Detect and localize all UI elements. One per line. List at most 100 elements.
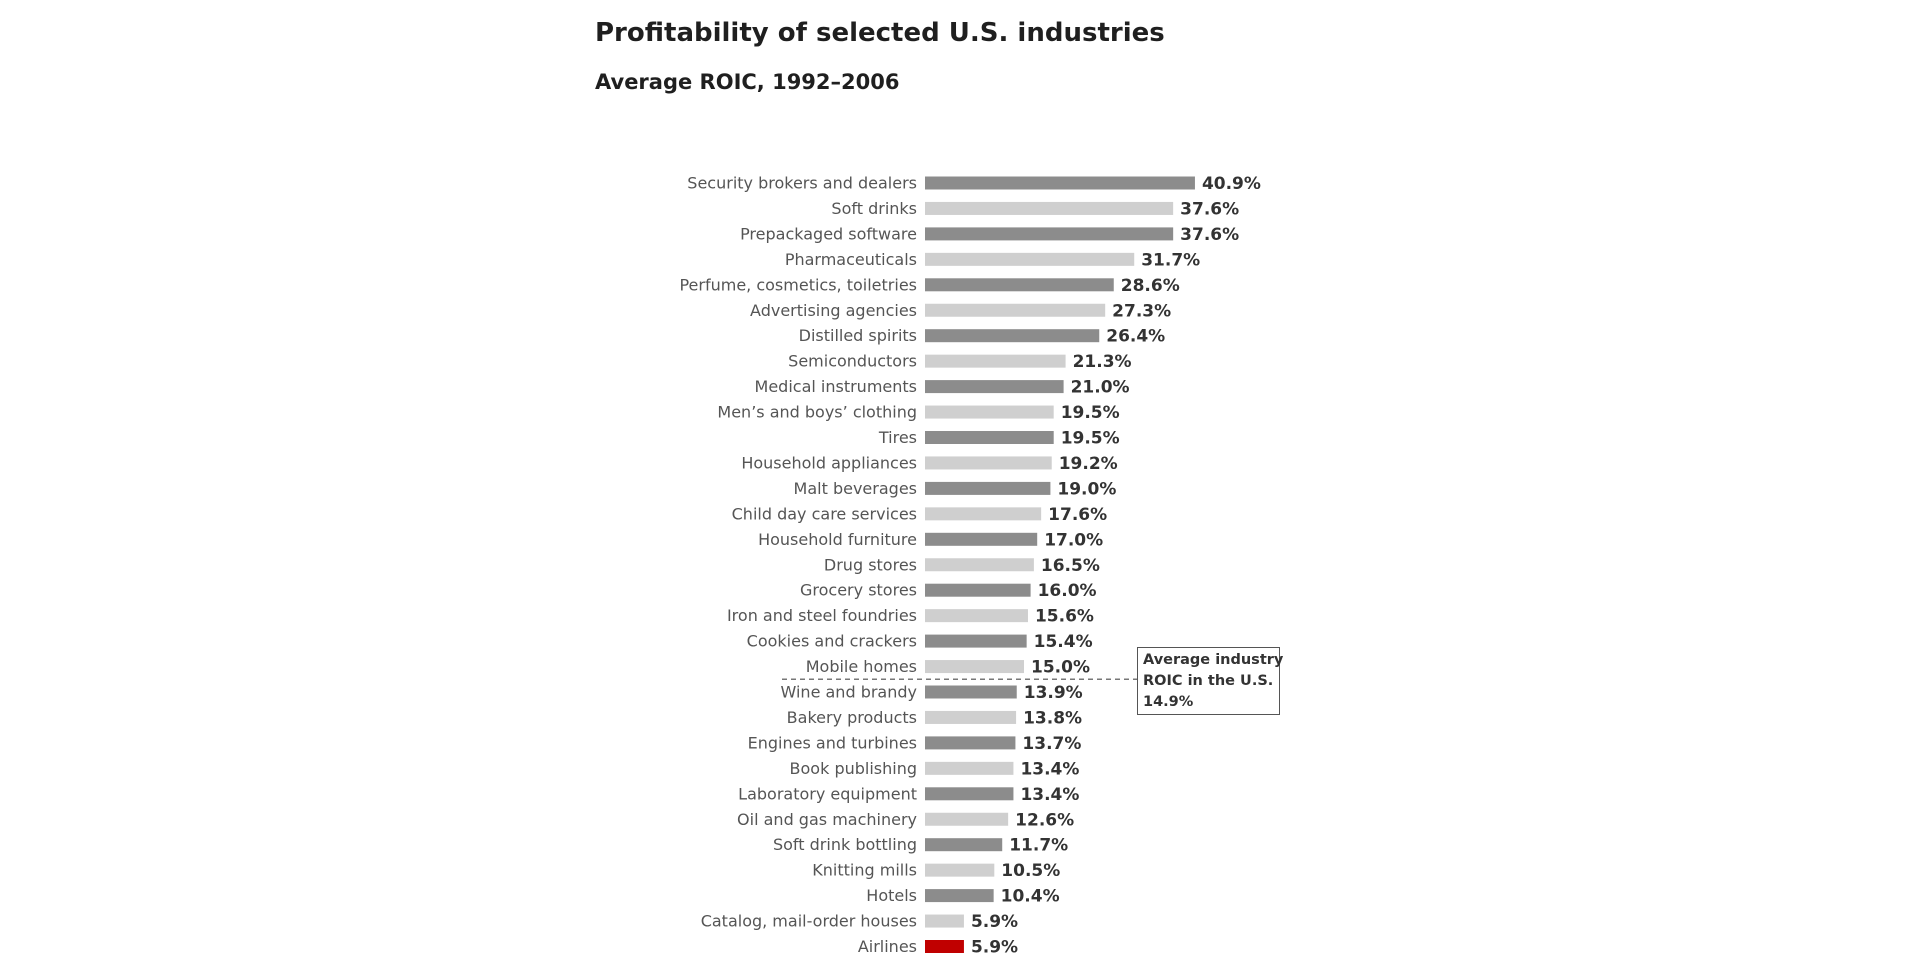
- value-label: 11.7%: [1009, 836, 1068, 856]
- value-label: 19.5%: [1061, 403, 1120, 423]
- category-label: Iron and steel foundries: [727, 606, 917, 625]
- value-label: 21.0%: [1071, 378, 1130, 398]
- bar: [925, 405, 1054, 419]
- bar: [925, 303, 1106, 317]
- bar: [925, 761, 1014, 775]
- bar: [925, 634, 1027, 648]
- value-label: 15.6%: [1035, 607, 1094, 627]
- bar: [925, 201, 1174, 215]
- value-label: 26.4%: [1106, 327, 1165, 347]
- bars-layer: Security brokers and dealers 40.9% Soft dr…: [679, 174, 1260, 958]
- value-label: 13.7%: [1022, 734, 1081, 754]
- bar: [925, 431, 1054, 444]
- bar: [925, 278, 1114, 292]
- category-label: Prepackaged software: [740, 224, 917, 243]
- bar: [925, 354, 1066, 368]
- bar: [925, 176, 1195, 190]
- average-annotation-line-3: 14.9%: [1143, 694, 1194, 710]
- bar: [925, 481, 1051, 495]
- category-label: Grocery stores: [800, 581, 917, 600]
- bar: [925, 380, 1064, 394]
- bar: [925, 838, 1003, 852]
- value-label: 16.0%: [1038, 581, 1097, 601]
- bar: [925, 736, 1016, 750]
- category-label: Airlines: [858, 937, 917, 956]
- chart-title: Profitability of selected U.S. industrie…: [595, 18, 1165, 48]
- bar: [925, 227, 1174, 241]
- value-label: 19.0%: [1057, 479, 1116, 499]
- average-annotation-line-2: ROIC in the U.S.: [1143, 673, 1274, 689]
- value-label: 28.6%: [1121, 276, 1180, 296]
- category-label: Pharmaceuticals: [785, 250, 917, 269]
- value-label: 13.8%: [1023, 708, 1082, 728]
- bar: [925, 532, 1038, 546]
- value-label: 10.4%: [1001, 887, 1060, 907]
- bar: [925, 609, 1028, 623]
- value-label: 19.5%: [1061, 429, 1120, 449]
- category-label: Bakery products: [787, 708, 917, 727]
- bar: [925, 329, 1100, 343]
- average-annotation-line-1: Average industry: [1143, 652, 1284, 668]
- category-label: Tires: [878, 428, 917, 447]
- category-label: Men’s and boys’ clothing: [717, 403, 917, 422]
- category-label: Knitting mills: [812, 861, 917, 880]
- category-label: Laboratory equipment: [738, 784, 917, 803]
- value-label: 17.0%: [1044, 530, 1103, 550]
- value-label: 17.6%: [1048, 505, 1107, 525]
- value-label: 37.6%: [1180, 225, 1239, 245]
- bar: [925, 940, 964, 953]
- category-label: Child day care services: [732, 504, 917, 523]
- category-label: Advertising agencies: [750, 301, 917, 320]
- category-label: Security brokers and dealers: [687, 174, 917, 193]
- bar: [925, 660, 1024, 674]
- chart-subtitle: Average ROIC, 1992–2006: [595, 70, 900, 94]
- bar: [925, 252, 1135, 266]
- category-label: Soft drink bottling: [773, 835, 917, 854]
- category-label: Oil and gas machinery: [737, 810, 917, 829]
- value-label: 10.5%: [1001, 861, 1060, 881]
- value-label: 37.6%: [1180, 199, 1239, 219]
- value-label: 5.9%: [971, 938, 1018, 958]
- value-label: 31.7%: [1141, 250, 1200, 270]
- value-label: 19.2%: [1059, 454, 1118, 474]
- category-label: Catalog, mail-order houses: [701, 912, 917, 931]
- category-label: Engines and turbines: [748, 733, 917, 752]
- bar: [925, 583, 1031, 597]
- bar: [925, 889, 994, 903]
- category-label: Semiconductors: [788, 352, 917, 371]
- value-label: 27.3%: [1112, 301, 1171, 321]
- bar: [925, 710, 1017, 724]
- category-label: Mobile homes: [806, 657, 917, 676]
- average-annotation-box: Average industry ROIC in the U.S. 14.9%: [1137, 647, 1284, 715]
- value-label: 15.4%: [1034, 632, 1093, 652]
- category-label: Malt beverages: [794, 479, 917, 498]
- value-label: 5.9%: [971, 912, 1018, 932]
- value-label: 40.9%: [1202, 174, 1261, 194]
- category-label: Soft drinks: [831, 199, 917, 218]
- value-label: 21.3%: [1073, 352, 1132, 372]
- value-label: 13.4%: [1020, 759, 1079, 779]
- category-label: Medical instruments: [755, 377, 917, 396]
- category-label: Household appliances: [741, 453, 917, 472]
- category-label: Distilled spirits: [799, 326, 917, 345]
- value-label: 16.5%: [1041, 556, 1100, 576]
- category-label: Household furniture: [758, 530, 917, 549]
- value-label: 15.0%: [1031, 658, 1090, 678]
- category-label: Perfume, cosmetics, toiletries: [679, 275, 917, 294]
- value-label: 13.4%: [1020, 785, 1079, 805]
- bar: [925, 914, 964, 928]
- bar: [925, 863, 995, 877]
- bar: [925, 812, 1009, 826]
- category-label: Cookies and crackers: [747, 632, 917, 651]
- bar: [925, 685, 1017, 699]
- value-label: 13.9%: [1024, 683, 1083, 703]
- bar: [925, 507, 1042, 521]
- bar: [925, 558, 1034, 572]
- category-label: Book publishing: [790, 759, 917, 778]
- category-label: Hotels: [866, 886, 917, 905]
- category-label: Drug stores: [824, 555, 917, 574]
- category-label: Wine and brandy: [781, 683, 917, 702]
- bar: [925, 787, 1014, 801]
- value-label: 12.6%: [1015, 810, 1074, 830]
